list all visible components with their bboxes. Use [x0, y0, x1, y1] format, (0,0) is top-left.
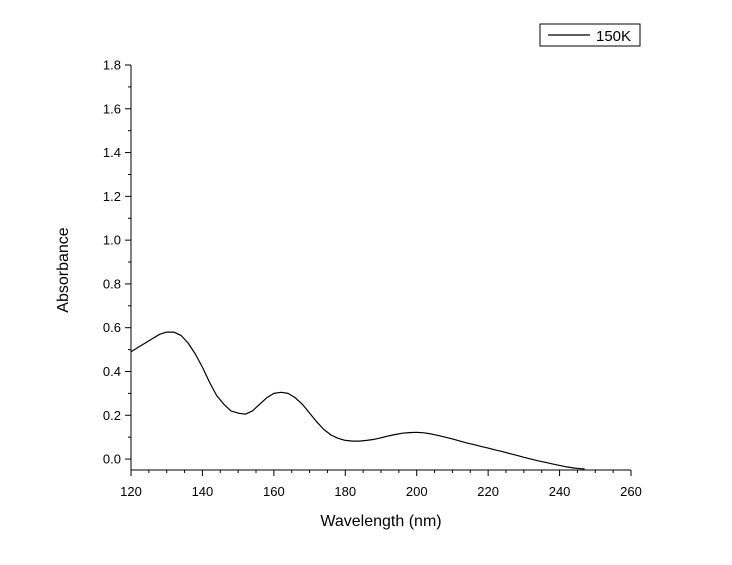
x-tick-label: 180: [334, 484, 356, 499]
x-tick-label: 120: [120, 484, 142, 499]
x-tick-label: 260: [620, 484, 642, 499]
y-tick-label: 1.2: [103, 189, 121, 204]
y-tick-label: 1.8: [103, 58, 121, 73]
x-axis-ticks: 120 140 160 180 200 220 240 260: [120, 470, 642, 499]
x-axis-title: Wavelength (nm): [320, 513, 441, 530]
y-tick-label: 0.6: [103, 320, 121, 335]
series-layer: [130, 331, 585, 470]
legend-label: 150K: [596, 28, 631, 45]
x-tick-label: 240: [549, 484, 571, 499]
plot-axes: [130, 65, 631, 471]
y-tick-label: 0.2: [103, 408, 121, 423]
x-tick-label: 160: [263, 484, 285, 499]
y-tick-label: 1.0: [103, 233, 121, 248]
legend: 150K: [539, 23, 641, 47]
x-tick-label: 140: [192, 484, 214, 499]
y-axis-ticks: 0.0 0.2 0.4 0.6 0.8 1.0 1.2 1.4 1.6 1.8: [103, 58, 131, 467]
y-axis-title: Absorbance: [55, 227, 72, 312]
series-line: [130, 331, 585, 470]
y-tick-label: 1.6: [103, 101, 121, 116]
y-tick-label: 0.4: [103, 364, 121, 379]
y-tick-label: 0.8: [103, 276, 121, 291]
y-tick-label: 0.0: [103, 452, 121, 467]
x-tick-label: 200: [406, 484, 428, 499]
y-tick-label: 1.4: [103, 145, 121, 160]
x-tick-label: 220: [477, 484, 499, 499]
